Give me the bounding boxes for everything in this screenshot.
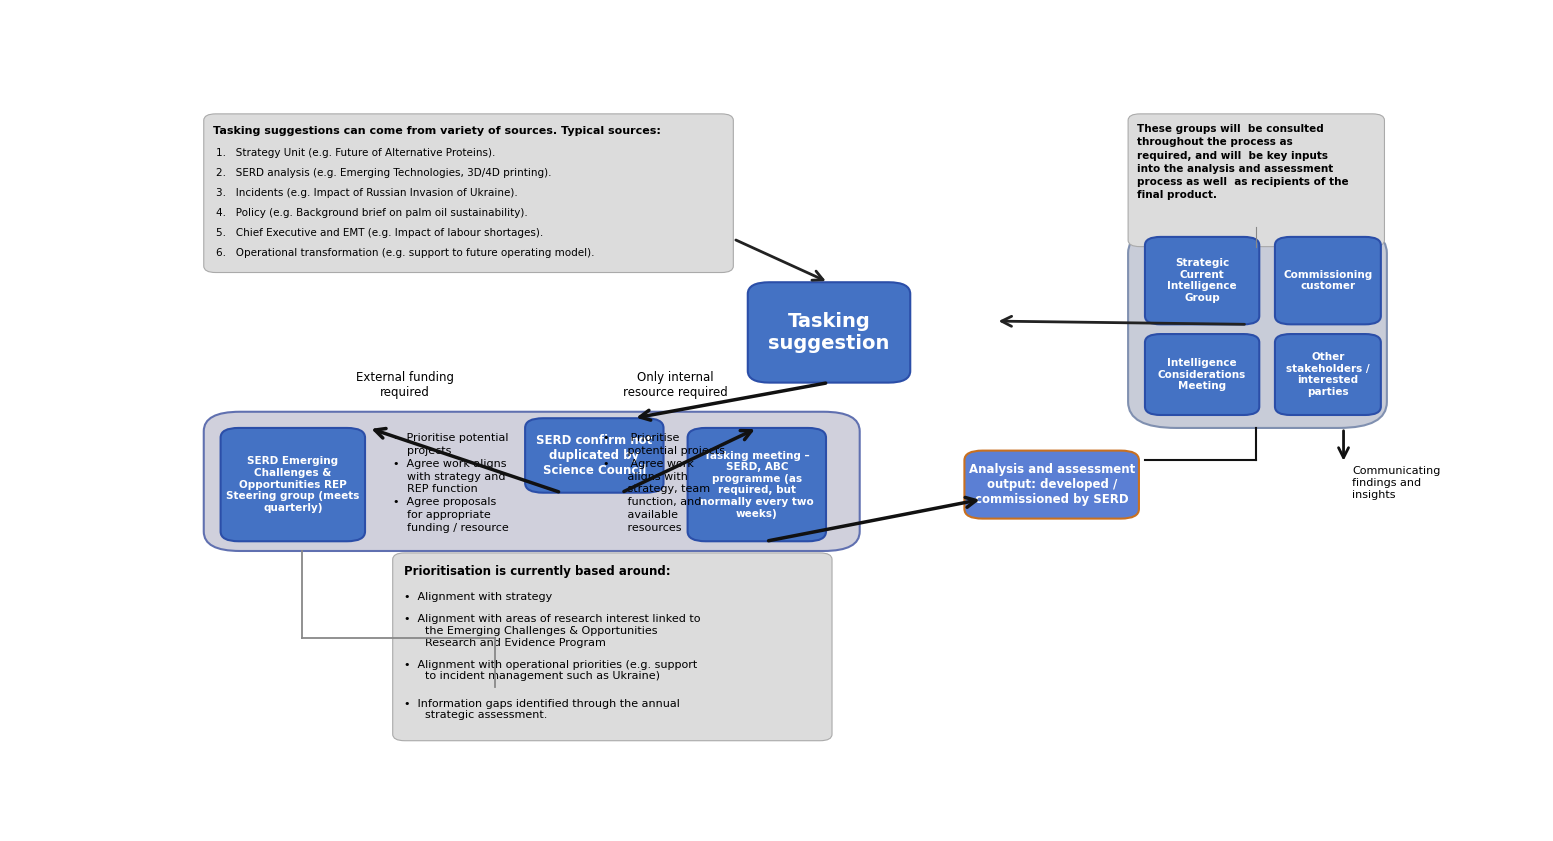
FancyBboxPatch shape: [1127, 114, 1384, 246]
Text: Commissioning
customer: Commissioning customer: [1283, 270, 1373, 292]
FancyBboxPatch shape: [1275, 237, 1381, 325]
Text: •  Alignment with areas of research interest linked to
      the Emerging Challe: • Alignment with areas of research inter…: [404, 615, 700, 648]
Text: 2.   SERD analysis (e.g. Emerging Technologies, 3D/4D printing).: 2. SERD analysis (e.g. Emerging Technolo…: [216, 167, 551, 177]
Text: •  Alignment with strategy: • Alignment with strategy: [404, 592, 551, 602]
Text: SERD Emerging
Challenges &
Opportunities REP
Steering group (meets
quarterly): SERD Emerging Challenges & Opportunities…: [227, 457, 359, 513]
Text: Intelligence
Considerations
Meeting: Intelligence Considerations Meeting: [1159, 358, 1246, 391]
Text: These groups will  be consulted
throughout the process as
required, and will  be: These groups will be consulted throughou…: [1137, 124, 1348, 200]
FancyBboxPatch shape: [964, 451, 1138, 519]
FancyBboxPatch shape: [1127, 227, 1387, 428]
Text: Tasking suggestions can come from variety of sources. Typical sources:: Tasking suggestions can come from variet…: [213, 125, 662, 135]
Text: Other
stakeholders /
interested
parties: Other stakeholders / interested parties: [1286, 352, 1370, 397]
FancyBboxPatch shape: [1145, 334, 1259, 415]
Text: 1.   Strategy Unit (e.g. Future of Alternative Proteins).: 1. Strategy Unit (e.g. Future of Alterna…: [216, 147, 495, 157]
Text: •      Prioritise
       potential projects
•      Agree work
       aligns with: • Prioritise potential projects • Agree …: [603, 433, 725, 532]
Text: Communicating
findings and
insights: Communicating findings and insights: [1353, 467, 1440, 500]
Text: Prioritisation is currently based around:: Prioritisation is currently based around…: [404, 564, 671, 578]
FancyBboxPatch shape: [203, 412, 860, 551]
Text: Strategic
Current
Intelligence
Group: Strategic Current Intelligence Group: [1168, 258, 1236, 303]
FancyBboxPatch shape: [1145, 237, 1259, 325]
FancyBboxPatch shape: [221, 428, 365, 542]
Text: •  Prioritise potential
    projects
•  Agree work aligns
    with strategy and
: • Prioritise potential projects • Agree …: [393, 433, 508, 532]
FancyBboxPatch shape: [688, 428, 826, 542]
FancyBboxPatch shape: [749, 283, 910, 383]
Text: 3.   Incidents (e.g. Impact of Russian Invasion of Ukraine).: 3. Incidents (e.g. Impact of Russian Inv…: [216, 188, 517, 198]
Text: •  Information gaps identified through the annual
      strategic assessment.: • Information gaps identified through th…: [404, 699, 679, 720]
Text: •  Alignment with operational priorities (e.g. support
      to incident managem: • Alignment with operational priorities …: [404, 660, 697, 681]
FancyBboxPatch shape: [525, 418, 663, 493]
Text: 4.   Policy (e.g. Background brief on palm oil sustainability).: 4. Policy (e.g. Background brief on palm…: [216, 208, 528, 218]
Text: External funding
required: External funding required: [356, 371, 453, 399]
Text: Only internal
resource required: Only internal resource required: [623, 371, 728, 399]
FancyBboxPatch shape: [393, 553, 832, 741]
Text: 6.   Operational transformation (e.g. support to future operating model).: 6. Operational transformation (e.g. supp…: [216, 248, 595, 258]
Text: 5.   Chief Executive and EMT (e.g. Impact of labour shortages).: 5. Chief Executive and EMT (e.g. Impact …: [216, 228, 544, 238]
Text: Tasking
suggestion: Tasking suggestion: [769, 312, 890, 353]
FancyBboxPatch shape: [203, 114, 733, 272]
FancyBboxPatch shape: [1275, 334, 1381, 415]
Text: Analysis and assessment
output: developed /
commissioned by SERD: Analysis and assessment output: develope…: [969, 463, 1135, 506]
Text: SERD confirm not
duplicated by
Science Council: SERD confirm not duplicated by Science C…: [536, 434, 652, 477]
Text: Tasking meeting –
SERD, ABC
programme (as
required, but
normally every two
weeks: Tasking meeting – SERD, ABC programme (a…: [700, 451, 814, 519]
